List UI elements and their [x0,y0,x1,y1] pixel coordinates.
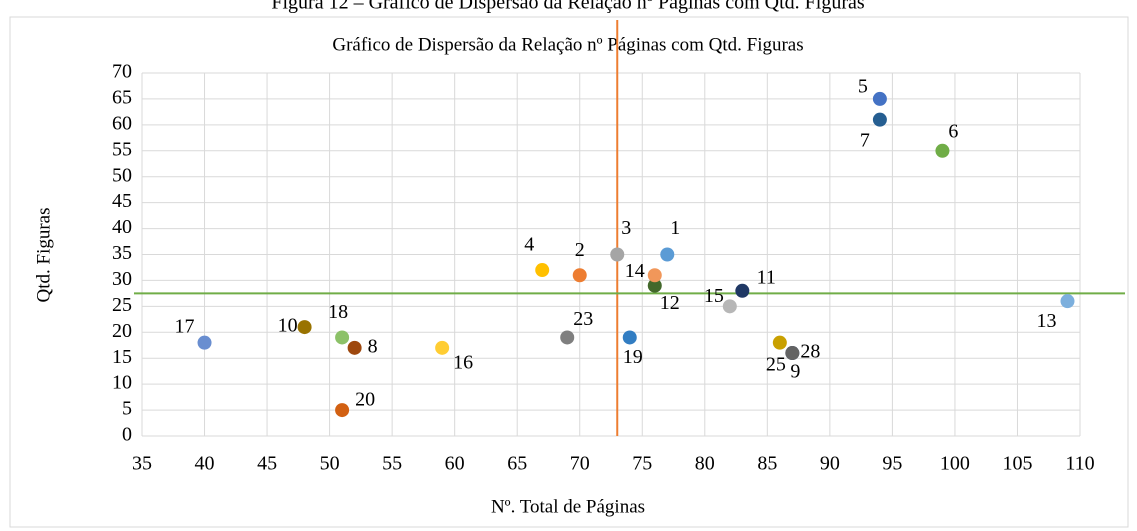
y-tick-label: 35 [112,242,132,264]
data-point [622,330,637,345]
data-label: 25 [766,353,786,375]
chart-border [9,16,1129,528]
data-label: 6 [948,120,958,142]
y-tick-label: 45 [112,190,132,212]
x-tick-label: 85 [757,453,777,475]
data-label: 2 [575,239,585,261]
y-tick-label: 15 [112,346,132,368]
data-point [1060,294,1075,309]
data-label: 12 [660,292,680,314]
data-label: 19 [623,346,643,368]
y-tick-label: 65 [112,87,132,109]
data-label: 7 [860,129,870,151]
x-tick-label: 45 [257,453,277,475]
x-tick-label: 110 [1065,453,1094,475]
data-point [722,299,737,314]
data-label: 1 [670,217,680,239]
data-point [335,330,350,345]
y-tick-label: 30 [112,268,132,290]
x-tick-label: 90 [820,453,840,475]
data-label: 15 [704,285,724,307]
data-label: 23 [573,308,593,330]
data-label: 14 [625,260,645,282]
y-tick-label: 20 [112,320,132,342]
y-tick-label: 5 [122,398,132,420]
data-label: 28 [800,341,820,363]
x-tick-label: 65 [507,453,527,475]
data-point [785,346,800,361]
data-label: 16 [453,351,473,373]
data-label: 11 [757,266,776,288]
data-label: 4 [524,234,534,256]
x-tick-label: 95 [882,453,902,475]
x-tick-label: 105 [1002,453,1032,475]
data-label: 5 [858,76,868,98]
data-point [935,143,950,158]
y-tick-label: 40 [112,216,132,238]
data-point [660,247,675,262]
data-point [297,320,312,335]
data-point [872,91,887,106]
x-axis-title: Nº. Total de Páginas [491,496,645,517]
data-label: 13 [1036,310,1056,332]
data-label: 3 [621,217,631,239]
chart-title: Gráfico de Dispersão da Relação nº Págin… [332,34,803,55]
y-tick-label: 70 [112,61,132,83]
data-point [560,330,575,345]
data-point [535,263,550,278]
data-point [647,268,662,283]
data-label: 9 [790,361,800,383]
caption: Figura 12 – Gráfico de Dispersão da Rela… [271,0,864,14]
x-tick-label: 75 [632,453,652,475]
data-point [610,247,625,262]
x-tick-label: 55 [382,453,402,475]
y-axis-title: Qtd. Figuras [33,208,54,303]
data-label: 17 [175,315,195,337]
data-point [335,403,350,418]
y-tick-label: 50 [112,164,132,186]
y-tick-label: 25 [112,294,132,316]
data-point [872,112,887,127]
y-tick-label: 0 [122,424,132,446]
y-tick-label: 60 [112,112,132,134]
x-tick-label: 100 [940,453,970,475]
data-point [197,335,212,350]
x-tick-label: 80 [695,453,715,475]
data-point [572,268,587,283]
data-label: 8 [368,335,378,357]
data-label: 20 [355,389,375,411]
x-tick-label: 70 [570,453,590,475]
x-tick-label: 35 [132,453,152,475]
y-tick-label: 55 [112,138,132,160]
data-label: 18 [328,301,348,323]
data-point [772,335,787,350]
data-label: 10 [278,315,298,337]
data-point [347,340,362,355]
x-tick-label: 40 [195,453,215,475]
y-tick-label: 10 [112,372,132,394]
x-tick-label: 60 [445,453,465,475]
data-point [735,283,750,298]
data-point [435,340,450,355]
data-point [647,278,662,293]
x-tick-label: 50 [320,453,340,475]
